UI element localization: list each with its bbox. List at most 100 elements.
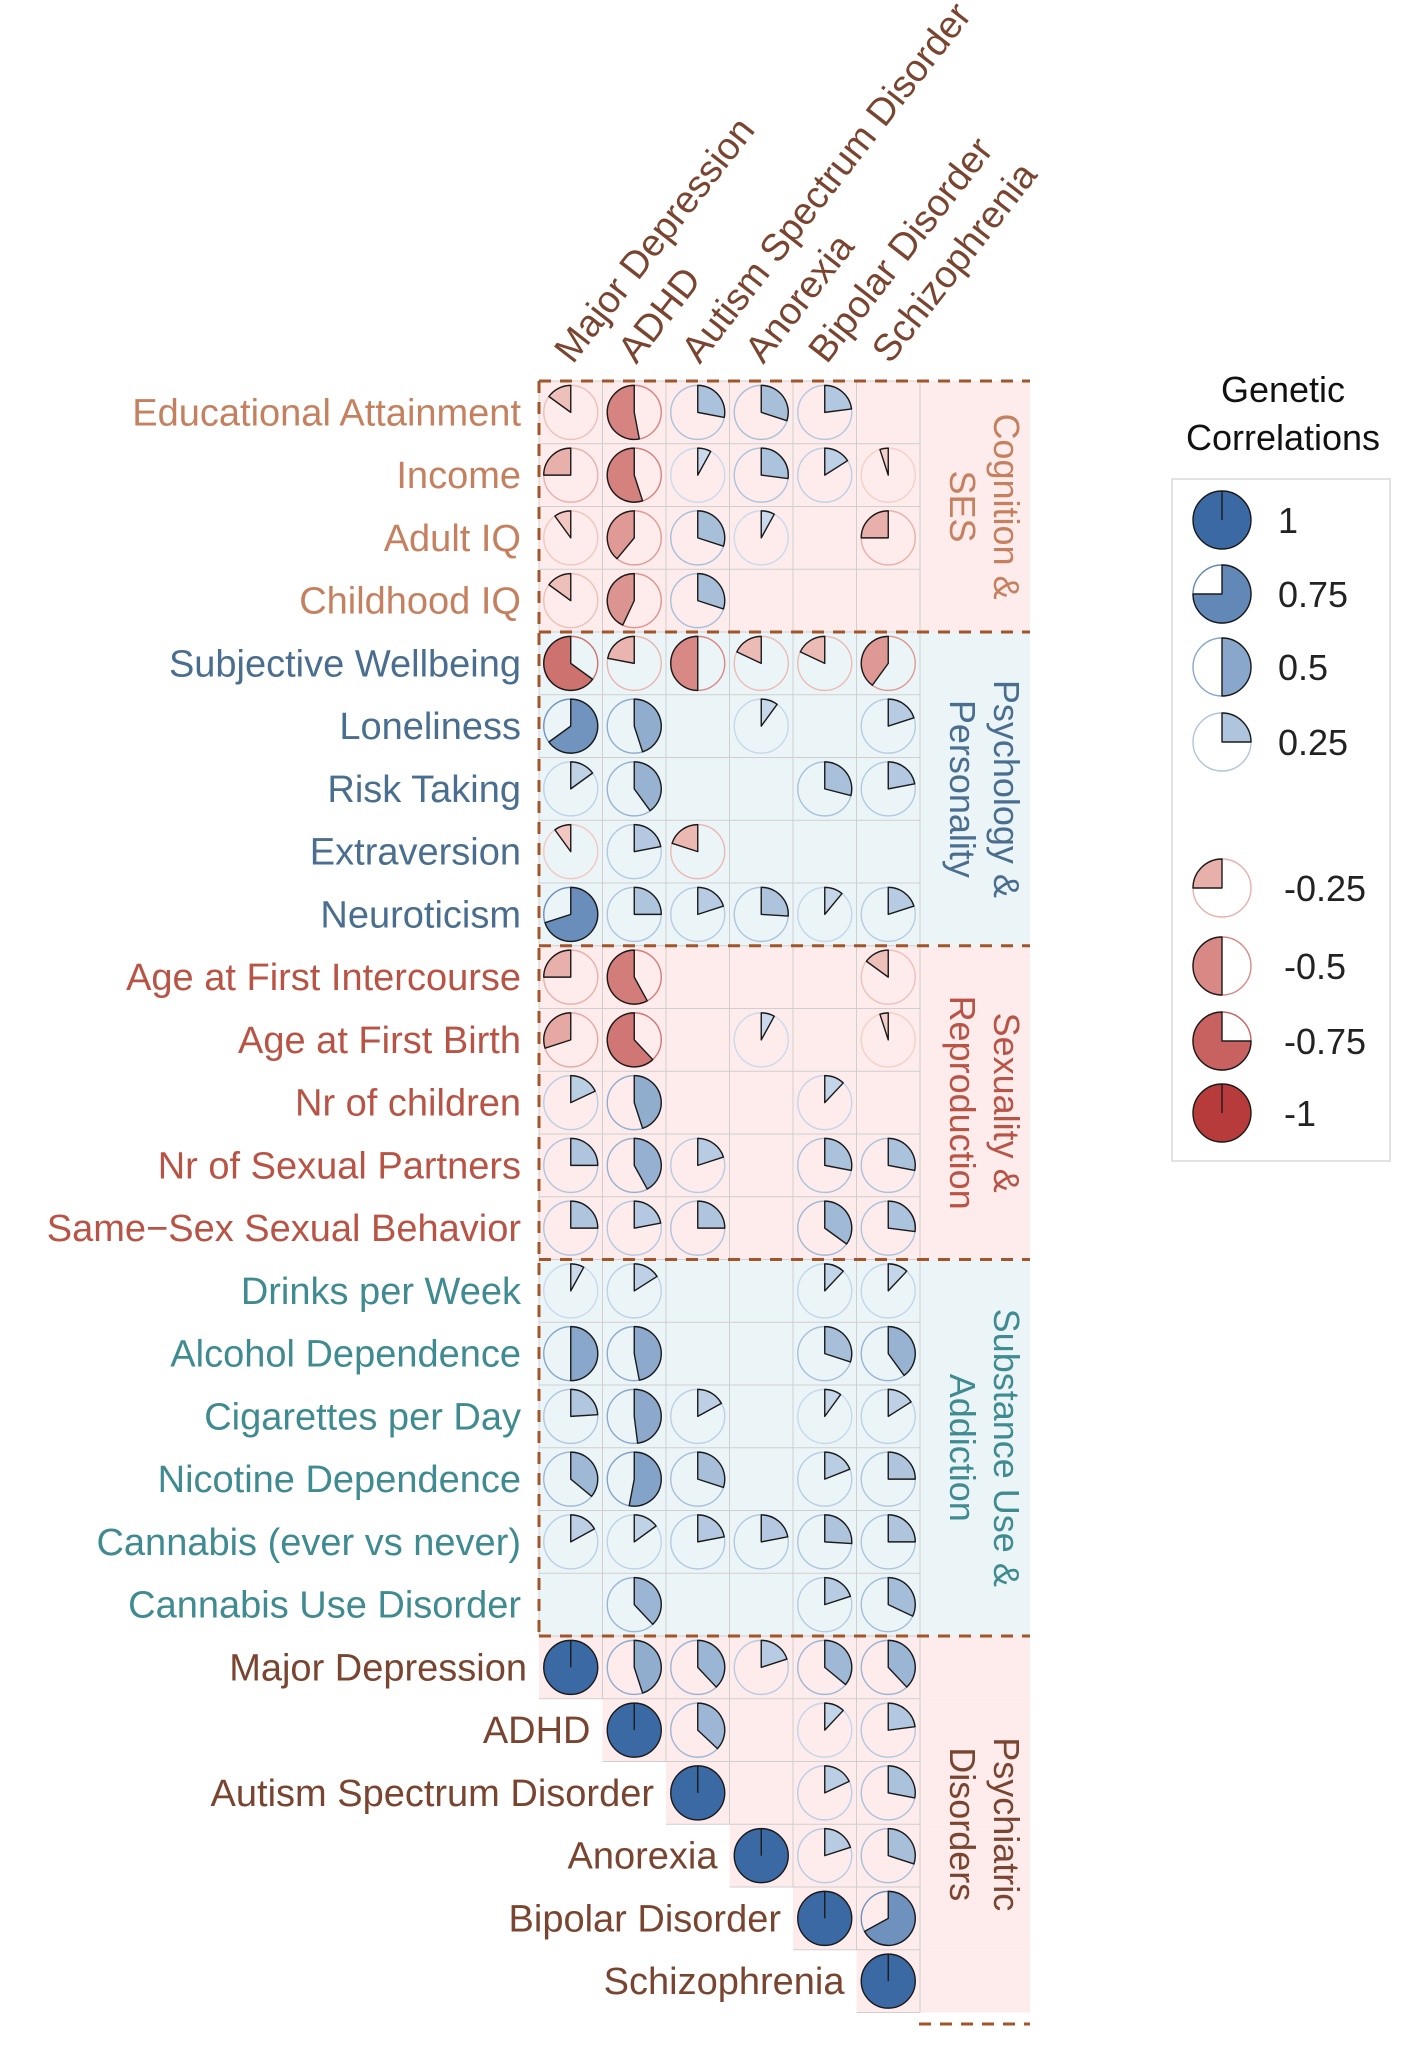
cell-educational-attainment-adhd-wedge — [606, 384, 641, 441]
cell-adhd-bipolar-disorder-wedge — [824, 1702, 844, 1731]
cell-risk-taking-bipolar-disorder-wedge — [824, 761, 853, 797]
cell-adhd-bipolar-disorder — [797, 1702, 853, 1758]
cell-cannabis-ever-vs-never-schizophrenia-wedge — [887, 1514, 916, 1543]
cell-drinks-per-week-schizophrenia-wedge — [887, 1263, 908, 1292]
cell-age-at-first-intercourse-adhd-wedge — [606, 949, 648, 1005]
cell-drinks-per-week-major-depression — [543, 1263, 599, 1319]
cell-income-anorexia-wedge — [760, 447, 789, 480]
cell-nr-of-sexual-partners-schizophrenia — [860, 1137, 916, 1194]
cell-major-depression-adhd — [606, 1639, 662, 1696]
cell-anorexia-bipolar-disorder — [797, 1827, 853, 1884]
cell-subjective-wellbeing-autism-spectrum-disorder-wedge — [670, 635, 699, 692]
cell-nr-of-sexual-partners-major-depression-wedge — [570, 1137, 599, 1167]
cell-anorexia-anorexia — [733, 1827, 789, 1884]
cell-cannabis-ever-vs-never-autism-spectrum-disorder — [670, 1514, 726, 1570]
cell-bipolar-disorder-schizophrenia — [860, 1890, 916, 1947]
cell-adult-iq-autism-spectrum-disorder-wedge — [697, 510, 726, 547]
legend-title-line-1: Correlations — [1186, 417, 1380, 458]
cell-neuroticism-major-depression — [543, 886, 599, 943]
row-label-neuroticism: Neuroticism — [320, 894, 521, 936]
cell-income-bipolar-disorder-wedge — [824, 447, 849, 476]
group-label-line-1-1: Personality — [942, 700, 983, 878]
cell-cannabis-ever-vs-never-schizophrenia — [860, 1514, 916, 1570]
row-label-cannabis-ever-vs-never: Cannabis (ever vs never) — [96, 1522, 521, 1564]
group-label-line-0-1: SES — [942, 470, 983, 542]
cell-extraversion-adhd — [606, 823, 662, 880]
cell-age-at-first-birth-major-depression-wedge — [543, 1012, 572, 1049]
cell-nr-of-sexual-partners-schizophrenia-wedge — [887, 1137, 916, 1172]
band-row-adhd — [602, 1698, 1030, 1762]
cell-nicotine-dependence-autism-spectrum-disorder — [670, 1451, 726, 1507]
cell-anorexia-bipolar-disorder-wedge — [824, 1827, 852, 1857]
cell-extraversion-autism-spectrum-disorder-wedge — [671, 823, 699, 853]
cell-risk-taking-adhd-wedge — [633, 761, 662, 812]
legend-label-1: 1 — [1278, 500, 1298, 541]
legend-glyph-1 — [1192, 1083, 1252, 1143]
cell-alcohol-dependence-major-depression — [543, 1325, 599, 1382]
cell-age-at-first-birth-anorexia-wedge — [760, 1012, 775, 1041]
group-label-sexuality-reproduction: Sexuality &Reproduction — [942, 996, 1027, 1210]
cell-major-depression-bipolar-disorder-wedge — [824, 1639, 853, 1686]
group-label-psychology-personality: Psychology &Personality — [942, 680, 1027, 898]
legend-label-0-75: -0.75 — [1284, 1021, 1366, 1062]
cell-educational-attainment-major-depression-wedge — [548, 384, 572, 414]
cell-cannabis-ever-vs-never-anorexia-wedge — [760, 1514, 789, 1543]
group-separators — [537, 379, 1030, 2026]
cell-loneliness-major-depression-wedge — [548, 698, 599, 754]
cell-loneliness-anorexia-wedge — [760, 698, 778, 727]
cell-loneliness-anorexia — [733, 698, 789, 754]
legend-glyph-0-25 — [1192, 712, 1252, 772]
cell-income-anorexia — [733, 447, 789, 503]
legend-title: Genetic Correlations — [1186, 369, 1380, 458]
row-label-extraversion: Extraversion — [310, 832, 521, 874]
cell-age-at-first-birth-major-depression — [543, 1012, 599, 1068]
cell-neuroticism-adhd — [606, 886, 662, 943]
group-label-psychiatric-disorders: PsychiatricDisorders — [942, 1737, 1027, 1911]
cell-childhood-iq-autism-spectrum-disorder-wedge — [697, 572, 726, 610]
cell-subjective-wellbeing-bipolar-disorder — [797, 635, 853, 692]
cell-cannabis-ever-vs-never-major-depression-wedge — [570, 1514, 596, 1543]
legend-label-0-5: -0.5 — [1284, 946, 1346, 987]
cell-alcohol-dependence-adhd — [606, 1325, 662, 1382]
row-label-nr-of-sexual-partners: Nr of Sexual Partners — [158, 1145, 521, 1187]
cell-neuroticism-major-depression-wedge — [544, 886, 599, 943]
cell-nr-of-sexual-partners-bipolar-disorder — [797, 1137, 853, 1194]
cell-cannabis-use-disorder-bipolar-disorder — [797, 1576, 853, 1633]
cell-cannabis-ever-vs-never-bipolar-disorder — [797, 1514, 853, 1570]
cell-age-at-first-birth-schizophrenia — [860, 1012, 916, 1068]
cell-income-autism-spectrum-disorder — [670, 447, 726, 503]
group-label-line-0-0: Cognition & — [986, 413, 1027, 599]
cell-childhood-iq-adhd — [606, 572, 662, 629]
row-label-loneliness: Loneliness — [339, 706, 521, 748]
group-label-line-1-0: Psychology & — [986, 680, 1027, 898]
cell-cannabis-ever-vs-never-adhd — [606, 1514, 662, 1570]
cell-age-at-first-birth-adhd — [606, 1012, 662, 1068]
cell-adhd-schizophrenia — [860, 1702, 916, 1758]
row-label-schizophrenia: Schizophrenia — [604, 1961, 846, 2003]
row-label-income: Income — [396, 455, 521, 497]
row-label-subjective-wellbeing: Subjective Wellbeing — [169, 643, 521, 685]
cell-alcohol-dependence-bipolar-disorder — [797, 1325, 853, 1382]
cell-risk-taking-bipolar-disorder — [797, 761, 853, 817]
cell-adhd-adhd — [606, 1702, 662, 1758]
cell-cigarettes-per-day-adhd-wedge — [633, 1388, 662, 1444]
cell-adhd-autism-spectrum-disorder — [670, 1702, 726, 1758]
row-label-age-at-first-intercourse: Age at First Intercourse — [126, 957, 521, 999]
cell-childhood-iq-adhd-wedge — [606, 572, 635, 626]
cell-loneliness-schizophrenia — [860, 698, 916, 754]
cell-subjective-wellbeing-adhd — [606, 635, 662, 692]
cell-income-major-depression-wedge — [543, 447, 572, 476]
legend-glyph-0-5-wedge — [1192, 936, 1223, 996]
cell-neuroticism-anorexia — [733, 886, 789, 943]
cell-extraversion-major-depression — [543, 823, 599, 880]
cell-risk-taking-schizophrenia-wedge — [887, 761, 916, 790]
cell-risk-taking-schizophrenia — [860, 761, 916, 817]
cell-cigarettes-per-day-autism-spectrum-disorder — [670, 1388, 726, 1445]
band-row-autism-spectrum-disorder — [666, 1761, 1030, 1825]
cell-schizophrenia-schizophrenia — [860, 1953, 916, 2009]
cell-cannabis-use-disorder-schizophrenia-wedge — [887, 1576, 916, 1617]
cell-same-sex-sexual-behavior-major-depression — [543, 1200, 599, 1256]
cell-cannabis-ever-vs-never-bipolar-disorder-wedge — [824, 1514, 853, 1545]
cell-nicotine-dependence-autism-spectrum-disorder-wedge — [697, 1451, 726, 1489]
